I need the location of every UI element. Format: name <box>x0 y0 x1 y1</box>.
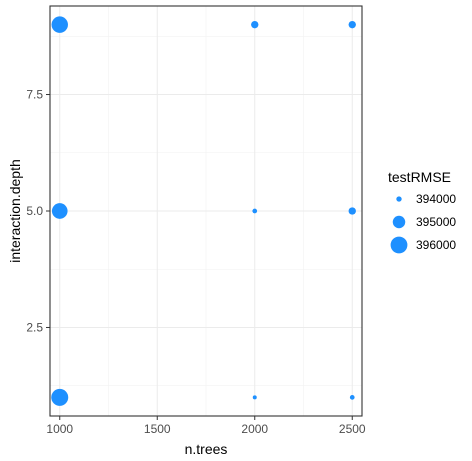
x-tick-label: 2500 <box>339 422 366 436</box>
y-tick-label: 5.0 <box>26 204 43 218</box>
y-tick-label: 2.5 <box>26 320 43 334</box>
data-point <box>251 20 259 29</box>
data-point <box>252 208 258 214</box>
legend-label: 395000 <box>416 215 456 229</box>
legend: testRMSE 394000 395000 396000 <box>388 169 456 254</box>
data-point <box>51 388 69 406</box>
x-tick-label: 1000 <box>46 422 73 436</box>
y-axis-title: interaction.depth <box>7 159 23 263</box>
data-point <box>348 20 356 29</box>
x-tick-label: 1500 <box>144 422 171 436</box>
legend-title: testRMSE <box>388 169 451 185</box>
y-tick-label: 7.5 <box>26 88 43 102</box>
legend-key <box>390 236 408 254</box>
data-point <box>349 394 355 400</box>
data-point <box>51 16 68 33</box>
legend-label: 394000 <box>416 192 456 206</box>
x-axis: 1000 1500 2000 2500 <box>46 416 366 436</box>
data-points <box>51 16 356 406</box>
x-axis-title: n.trees <box>185 441 228 457</box>
legend-key <box>392 215 406 229</box>
x-tick-label: 2000 <box>241 422 268 436</box>
legend-label: 396000 <box>416 238 456 252</box>
legend-key <box>396 196 402 202</box>
data-point <box>51 203 68 219</box>
data-point <box>348 207 356 215</box>
y-axis: 2.5 5.0 7.5 <box>26 88 50 334</box>
data-point <box>252 395 257 400</box>
